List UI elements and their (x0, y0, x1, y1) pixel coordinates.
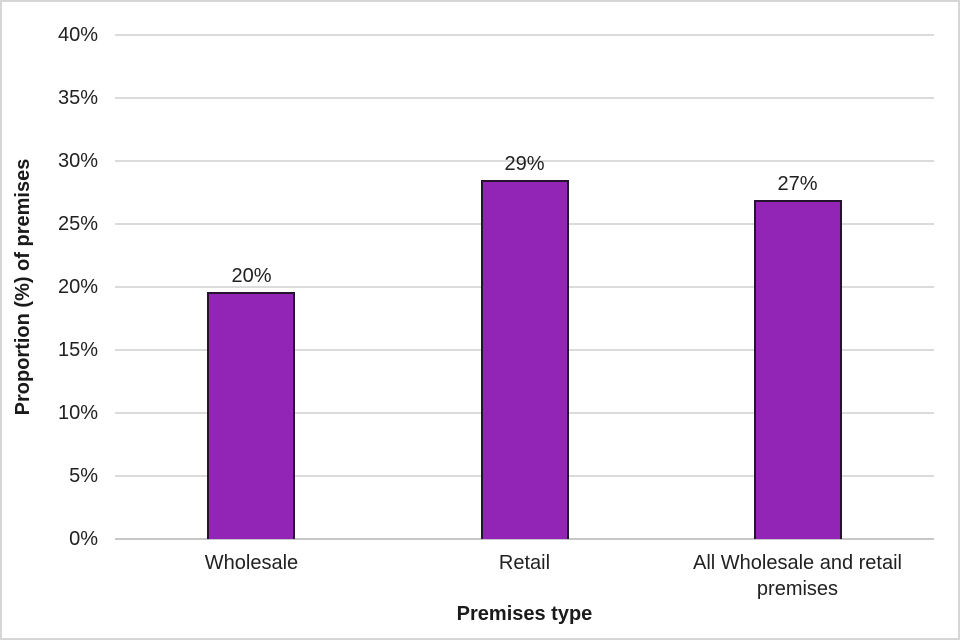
gridline-40% (115, 34, 934, 36)
y-tick-label-35%: 35% (57, 87, 98, 109)
y-tick-label-40%: 40% (57, 24, 98, 46)
y-tick-label-25%: 25% (57, 213, 98, 235)
bar-wholesale: 20% (207, 265, 296, 539)
y-tick-label-30%: 30% (57, 150, 98, 172)
y-tick-label-15%: 15% (57, 339, 98, 361)
gridline-30% (115, 160, 934, 162)
bar-all-wholesale-and-retail-premises: 27% (753, 173, 842, 539)
x-category-label: Wholesale (204, 552, 299, 574)
bar-value-label: 27% (777, 173, 818, 196)
bar-retail: 29% (480, 153, 569, 539)
y-tick-label-0%: 0% (69, 528, 98, 550)
x-category-label: All Wholesale and retail premises (693, 552, 902, 600)
y-tick-label-5%: 5% (69, 465, 98, 487)
y-tick-label-10%: 10% (57, 402, 98, 424)
gridline-0% (115, 538, 934, 540)
y-axis-tick-labels: 0% 5% 10% 15% 20% 25% 30% 35% 40% (2, 24, 98, 550)
plot-area: 20% Wholesale 29% Retail 27% All Wholesale an… (115, 34, 934, 600)
y-tick-label-20%: 20% (57, 276, 98, 298)
bar-value-label: 20% (231, 265, 272, 288)
x-axis-title: Premises type (456, 603, 593, 625)
bar-value-label: 29% (504, 152, 545, 175)
gridline-35% (115, 97, 934, 99)
x-category-label: Retail (498, 552, 551, 574)
